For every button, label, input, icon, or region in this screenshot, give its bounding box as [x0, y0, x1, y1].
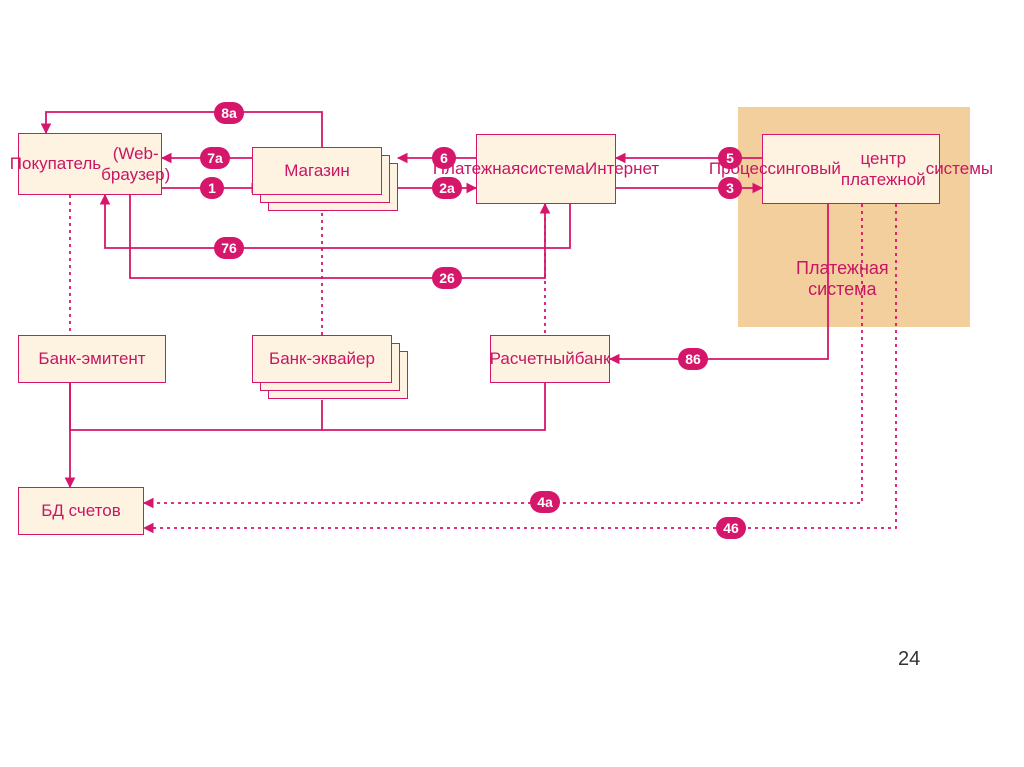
badge-76: 76	[214, 237, 244, 259]
badge-8a: 8а	[214, 102, 244, 124]
node-issuer: Банк-эмитент	[18, 335, 166, 383]
node-shop-label: Магазин	[284, 160, 350, 181]
badge-5: 5	[718, 147, 742, 169]
node-shop: Магазин	[252, 147, 382, 195]
node-pay_sys-label: Интернет	[585, 158, 659, 179]
page-number: 24	[898, 648, 920, 671]
edge-86	[610, 204, 828, 359]
node-buyer: Покупатель(Web-браузер)	[18, 133, 162, 195]
node-db: БД счетов	[18, 487, 144, 535]
node-proc-label: центр платежной	[841, 148, 926, 191]
badge-26: 26	[432, 267, 462, 289]
badge-2a: 2а	[432, 177, 462, 199]
badge-4a: 4а	[530, 491, 560, 513]
badge-7a: 7а	[200, 147, 230, 169]
node-buyer-label: Покупатель	[10, 153, 101, 174]
node-pay_sys: ПлатежнаясистемаИнтернет	[476, 134, 616, 204]
node-proc-label: системы	[926, 158, 993, 179]
badge-6: 6	[432, 147, 456, 169]
node-pay_sys-label: система	[520, 158, 585, 179]
badge-3: 3	[718, 177, 742, 199]
node-proc: Процессинговыйцентр платежнойсистемы	[762, 134, 940, 204]
node-db-label: БД счетов	[41, 500, 121, 521]
node-settle-label: Расчетный	[490, 348, 575, 369]
node-acquirer-label: Банк-эквайер	[269, 348, 375, 369]
badge-86: 86	[678, 348, 708, 370]
node-acquirer: Банк-эквайер	[252, 335, 392, 383]
node-settle-label: банк	[575, 348, 611, 369]
badge-46: 46	[716, 517, 746, 539]
node-issuer-label: Банк-эмитент	[38, 348, 145, 369]
node-settle: Расчетныйбанк	[490, 335, 610, 383]
badge-1: 1	[200, 177, 224, 199]
node-buyer-label: (Web-браузер)	[101, 143, 170, 186]
edges-layer	[0, 0, 1024, 767]
